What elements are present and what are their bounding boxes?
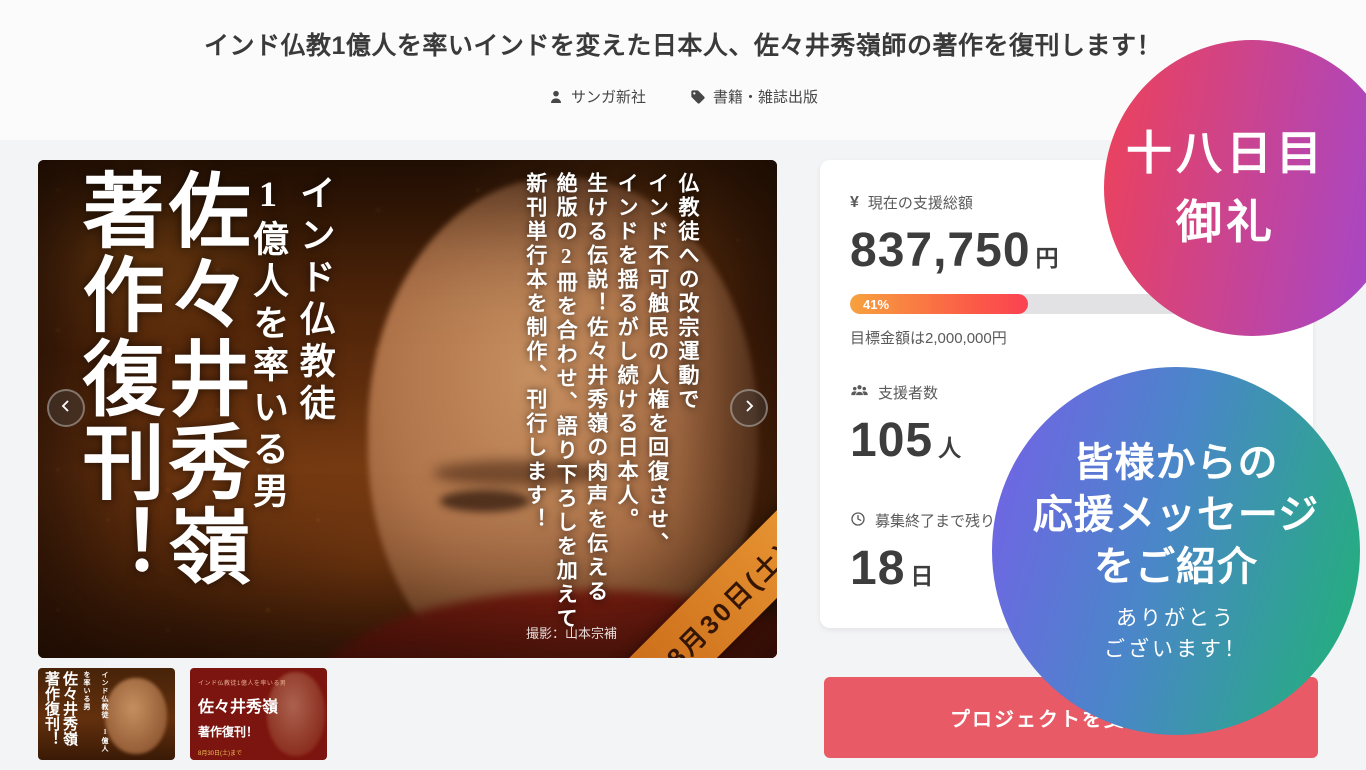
days-value: 18 (850, 542, 906, 595)
hero-description-line: インドを揺るがし続ける日本人。 (615, 172, 640, 532)
badge-day-line2: 御礼 (1176, 196, 1276, 248)
hero-description-line: 新刊単行本を制作、刊行します！ (523, 172, 548, 532)
amount-value: 837,750 (850, 224, 1031, 277)
chevron-right-icon (740, 397, 758, 420)
hero-title-slogan: 著作復刊！ (70, 168, 162, 588)
hero-description-line: 生ける伝説！佐々井秀嶺の肉声を伝える (584, 172, 609, 604)
thumbnail1-face (105, 678, 167, 754)
monk-face-illustration (368, 178, 758, 658)
badge-message-line3: をご紹介 (1094, 544, 1258, 589)
carousel-thumbnail-2[interactable]: インド仏教徒1億人を率いる男 佐々井秀嶺 著作復刊！ 8月30日(土)まで (190, 668, 327, 760)
hero-title-name: 佐々井秀嶺 (156, 168, 248, 588)
thumbnail1-top-line: インド仏教徒 1億人を率いる男 (83, 671, 109, 753)
day-18-thanks-badge: 十八日目 御礼 (1104, 40, 1366, 336)
support-messages-badge: 皆様からの 応援メッセージ をご紹介 ありがとう ございます！ (992, 367, 1360, 735)
carousel-thumbnail-1[interactable]: インド仏教徒 1億人を率いる男 佐々井秀嶺 著作復刊！ (38, 668, 175, 760)
chevron-left-icon (57, 397, 75, 420)
deadline-label: 募集終了まで残り (875, 513, 996, 530)
project-owner-link[interactable]: サンガ新社 (548, 86, 646, 107)
progress-percent-label: 41% (863, 296, 890, 312)
clock-icon (850, 511, 866, 531)
supporters-label: 支援者数 (878, 385, 939, 402)
badge-message-line1: 皆様からの (1073, 440, 1279, 485)
project-owner-label: サンガ新社 (570, 89, 646, 106)
days-remaining: 18 日 (850, 541, 1283, 596)
carousel-next-button[interactable] (730, 389, 768, 427)
deadline-row: 募集終了まで残り (850, 510, 1283, 531)
thumbnail1-name: 佐々井秀嶺 (61, 671, 77, 746)
progress-bar-fill: 41% (850, 294, 1028, 314)
monk-eye-shadow (440, 490, 530, 512)
tag-icon (690, 89, 706, 105)
hero-title-vertical-text: インド仏教徒 1億人を率いる男 佐々井秀嶺 著作復刊！ (70, 168, 338, 656)
project-category-link[interactable]: 書籍・雑誌出版 (690, 86, 818, 107)
thumbnail2-sub: 著作復刊！ (198, 725, 259, 739)
supporters-count: 105 人 (850, 413, 1283, 468)
thumbnail2-name: 佐々井秀嶺 (198, 699, 279, 716)
amount-unit: 円 (1035, 245, 1059, 271)
supporters-unit: 人 (938, 435, 962, 461)
thumbnail1-sub: 著作復刊！ (43, 671, 59, 746)
yen-icon: ¥ (850, 193, 859, 211)
hero-title-line: インド仏教徒 (294, 174, 335, 426)
hero-title-line: 1億人を率いる男 (247, 174, 288, 514)
badge-message-sub2: ございます！ (1104, 638, 1248, 661)
hero-image: 仏教徒への改宗運動で インド不可触民の人権を回復させ、 インドを揺るがし続ける日… (38, 160, 777, 658)
days-unit: 日 (910, 563, 934, 589)
badge-day-line1: 十八日目 (1126, 127, 1326, 179)
page-title: インド仏教1億人を率いインドを変えた日本人、佐々井秀嶺師の著作を復刊します！ (204, 32, 1162, 60)
supporters-row: 支援者数 (850, 382, 1283, 403)
badge-message-sub1: ありがとう (1116, 606, 1236, 630)
photo-credit: 撮影：山本宗補 (526, 626, 618, 641)
thumbnail2-face (267, 672, 325, 756)
total-funding-row: ¥ 現在の支援総額 (850, 192, 1283, 213)
carousel-prev-button[interactable] (47, 389, 85, 427)
hero-description-line: 仏教徒への改宗運動で (676, 172, 700, 412)
thumbnail2-deadline: 8月30日(土)まで (198, 751, 243, 757)
project-category-label: 書籍・雑誌出版 (713, 89, 819, 106)
thumbnail2-top-line: インド仏教徒1億人を率いる男 (198, 681, 287, 687)
total-funding-label: 現在の支援総額 (867, 195, 973, 212)
hero-description-line: 絶版の2冊を合わせ、語り下ろしを加えて (554, 172, 579, 631)
total-funding-amount: 837,750 円 (850, 223, 1283, 278)
goal-amount-text: 目標金額は2,000,000円 (850, 330, 1007, 347)
thumbnail2-text: インド仏教徒1億人を率いる男 佐々井秀嶺 著作復刊！ 8月30日(土)まで (198, 678, 290, 757)
thumbnail1-text: インド仏教徒 1億人を率いる男 佐々井秀嶺 著作復刊！ (42, 671, 114, 757)
user-icon (548, 89, 564, 105)
monk-brow-shadow (433, 460, 603, 486)
hero-description-line: インド不可触民の人権を回復させ、 (645, 172, 670, 556)
people-icon (850, 383, 869, 403)
supporters-value: 105 (850, 414, 934, 467)
badge-message-line2: 応援メッセージ (1032, 492, 1320, 537)
hero-description-vertical-text: 仏教徒への改宗運動で インド不可触民の人権を回復させ、 インドを揺るがし続ける日… (520, 172, 703, 646)
project-meta: サンガ新社 書籍・雑誌出版 (0, 86, 1366, 107)
